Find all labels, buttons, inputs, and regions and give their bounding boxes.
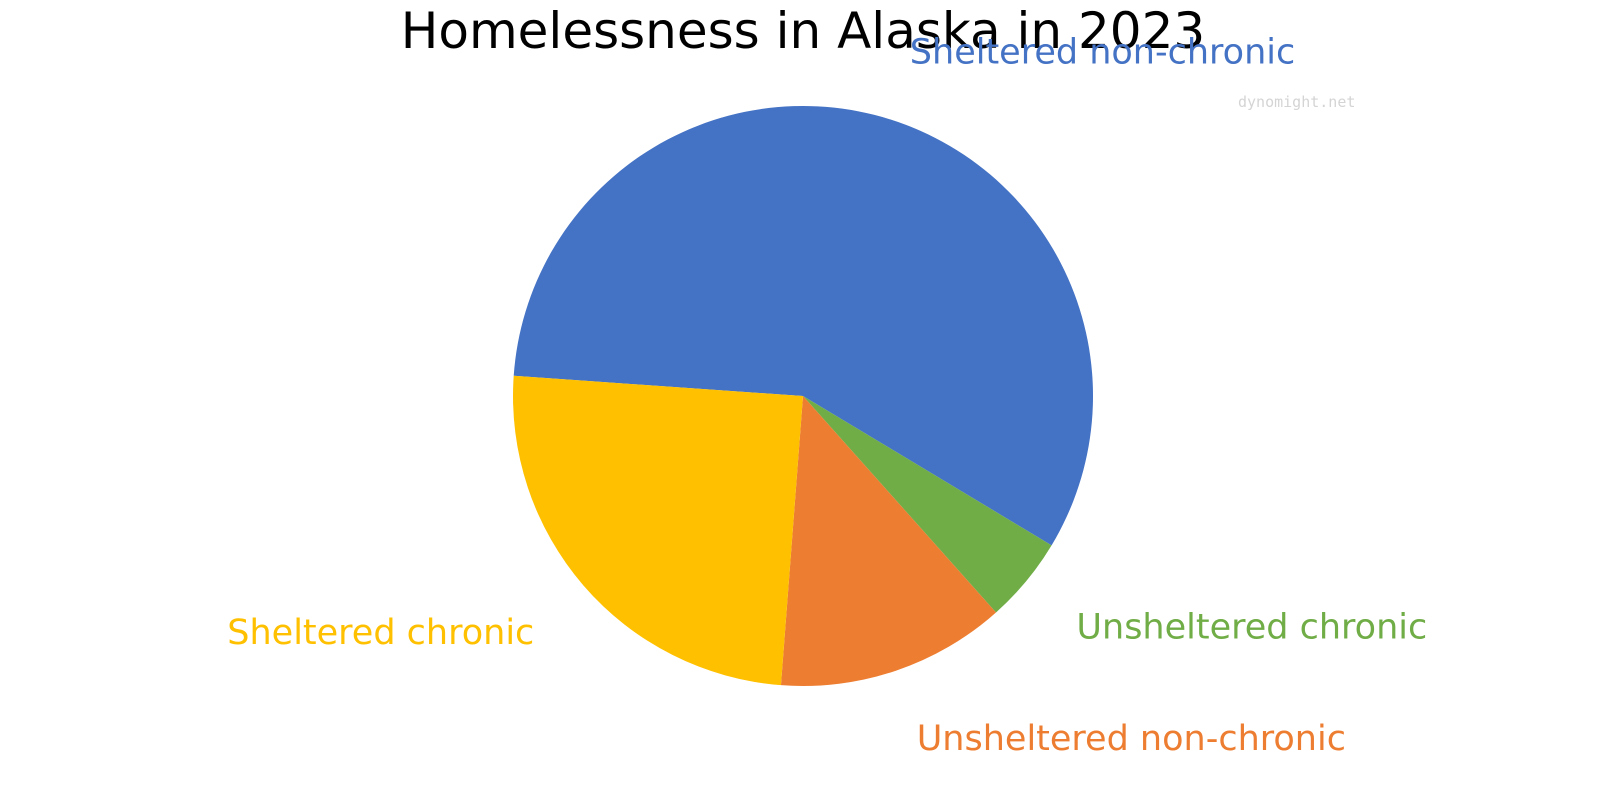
pie-slice-sheltered-chronic [513, 375, 803, 686]
pie-label-sheltered-chronic: Sheltered chronic [227, 613, 534, 653]
pie-labels: Sheltered non-chronic Unsheltered chronic… [227, 33, 1427, 759]
pie-label-unsheltered-chronic: Unsheltered chronic [1076, 607, 1427, 647]
pie-slice-unsheltered-non-chronic [780, 396, 996, 686]
pie-slice-unsheltered-chronic [803, 396, 1052, 613]
pie-label-unsheltered-non-chronic: Unsheltered non-chronic [917, 719, 1346, 759]
pie-slices [513, 105, 1094, 686]
pie-slice-sheltered-non-chronic [513, 105, 1094, 546]
chart-title: Homelessness in Alaska in 2023 [401, 2, 1205, 60]
pie-label-sheltered-non-chronic: Sheltered non-chronic [910, 33, 1295, 73]
watermark-text: dynomight.net [1238, 93, 1355, 111]
